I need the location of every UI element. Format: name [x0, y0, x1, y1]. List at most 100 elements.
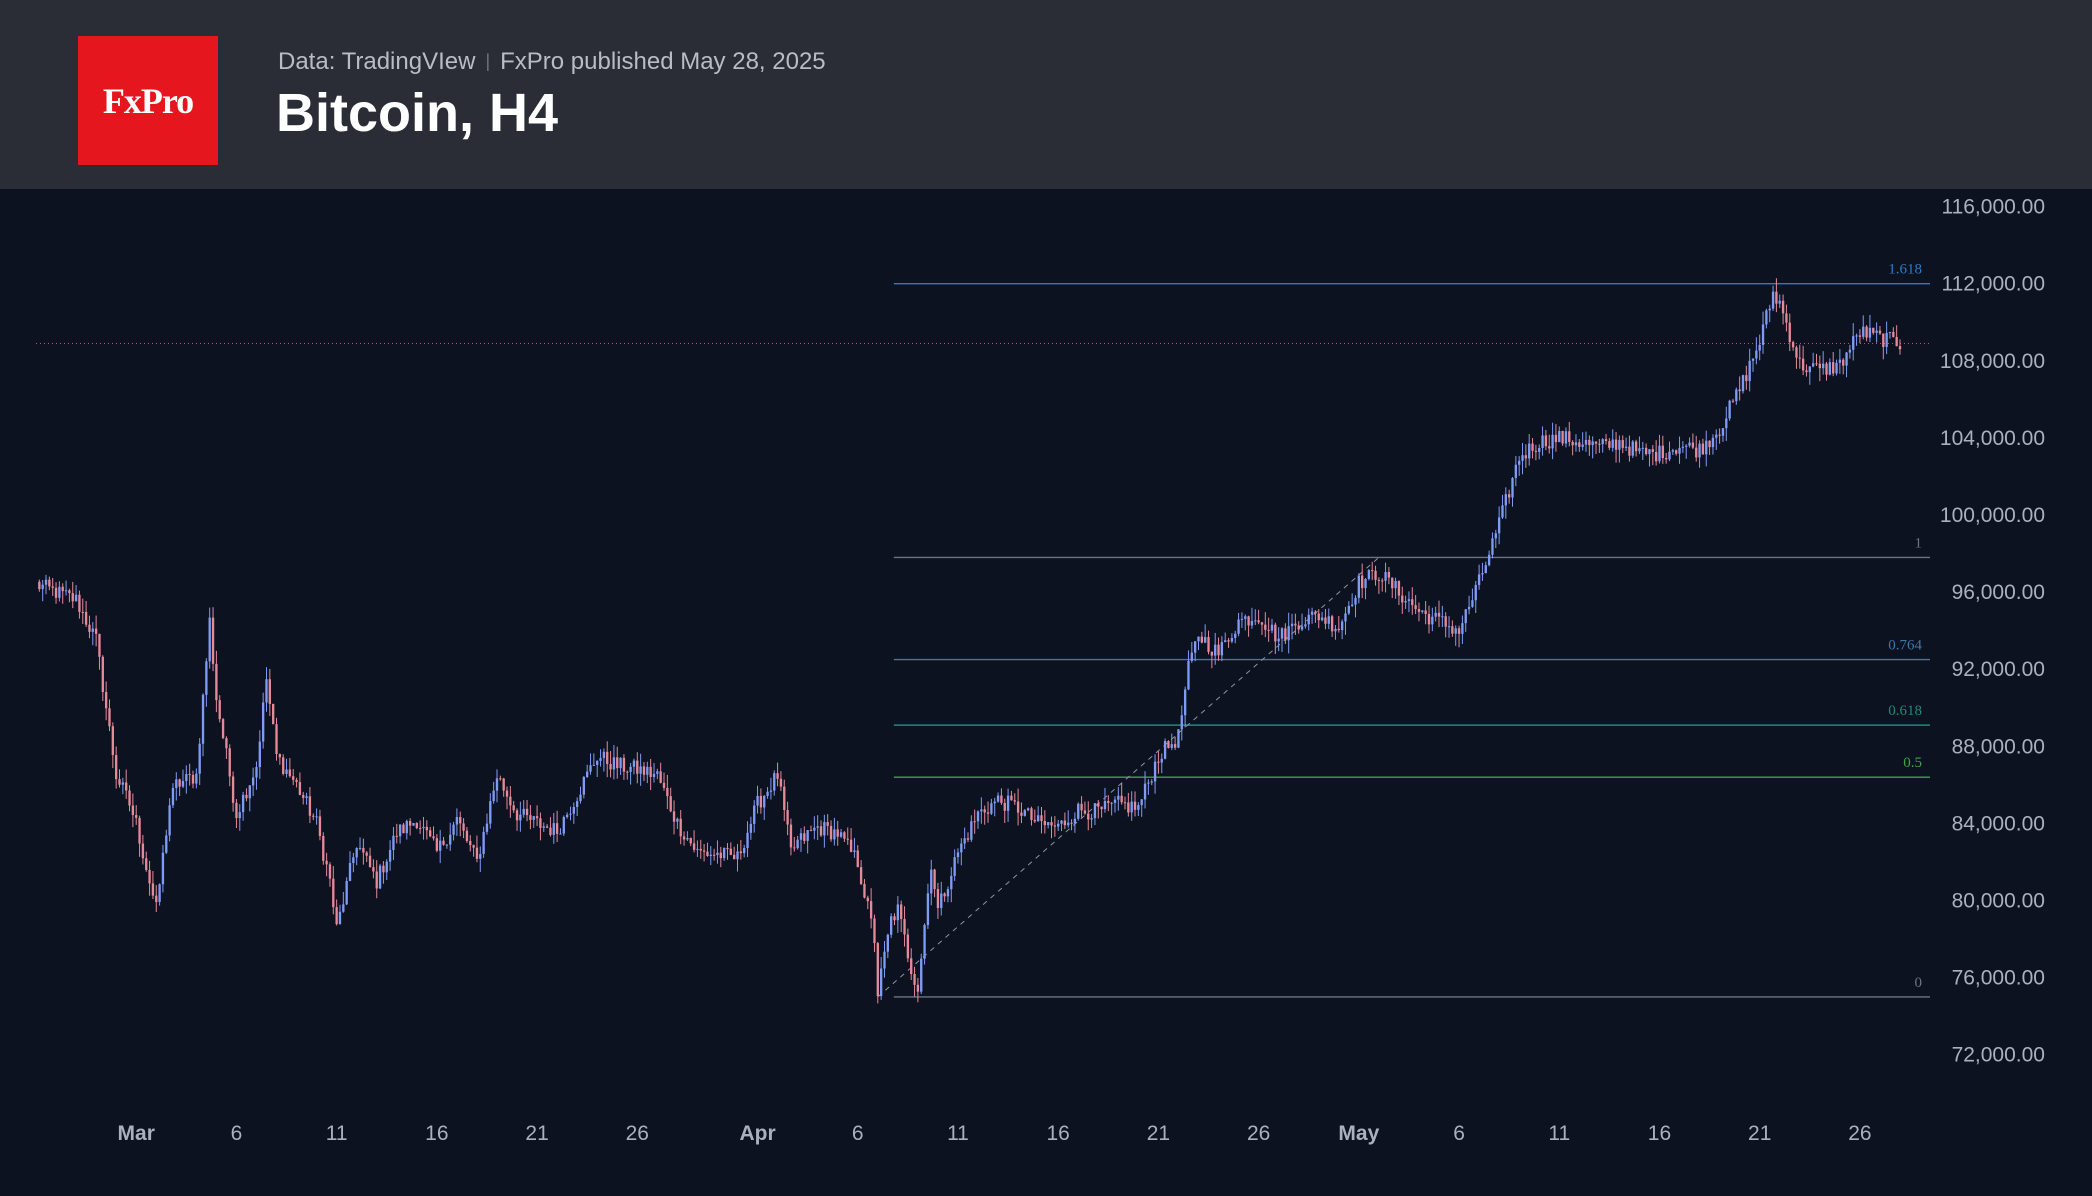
candle	[1257, 609, 1260, 625]
candle	[1604, 433, 1608, 445]
candle	[609, 751, 612, 778]
candle	[1875, 322, 1878, 343]
candle	[930, 859, 933, 906]
candle	[1157, 751, 1160, 774]
candle	[712, 848, 716, 861]
candle	[692, 830, 696, 853]
candle	[616, 746, 619, 779]
candle	[459, 811, 462, 837]
candle	[1481, 562, 1484, 581]
candle	[81, 598, 84, 625]
price-tick-label: 76,000.00	[1952, 967, 2045, 990]
candle	[586, 764, 589, 779]
candle	[332, 866, 335, 915]
candle	[1000, 788, 1003, 805]
candle	[278, 753, 282, 765]
candle	[592, 753, 596, 766]
time-tick-label: 11	[1548, 1122, 1570, 1145]
fib-trend-line[interactable]	[877, 557, 1380, 998]
candle	[626, 770, 629, 780]
candle	[161, 844, 165, 893]
candle	[933, 868, 936, 898]
candle	[1838, 349, 1842, 374]
candle	[245, 788, 248, 802]
candle	[1781, 294, 1785, 325]
candle	[405, 819, 408, 840]
candle	[666, 774, 669, 810]
candle	[1377, 577, 1381, 594]
candle	[846, 827, 849, 845]
candle	[826, 814, 829, 836]
candle	[515, 808, 519, 831]
time-axis[interactable]: Mar 6 11 16 21 26 Apr 6 11 16 21 26 May 6 11 16 21 26	[118, 1122, 1872, 1145]
candle	[352, 852, 355, 873]
candle	[1471, 588, 1474, 608]
candle	[48, 576, 51, 591]
price-axis[interactable]: 116,000.00 112,000.00 108,000.00 104,000.00…	[1940, 196, 2045, 1067]
candle	[61, 583, 64, 604]
price-chart[interactable]: 1.618 1 0.764 0.618 0.5 0 116,000.00 112,000.0…	[0, 189, 2092, 1196]
candle	[1117, 786, 1120, 811]
time-tick-label: 21	[1748, 1122, 1771, 1145]
candle	[288, 758, 292, 778]
candle	[803, 826, 806, 844]
candle	[1411, 587, 1414, 615]
candle	[1885, 321, 1888, 355]
candle	[783, 779, 786, 822]
candle	[1274, 622, 1277, 654]
candle	[1521, 442, 1524, 475]
candle	[1120, 783, 1123, 805]
candle	[1260, 621, 1264, 635]
candle	[442, 836, 445, 846]
candle	[639, 753, 642, 786]
candle	[121, 777, 125, 795]
candle	[1107, 795, 1110, 812]
candle	[632, 758, 636, 775]
candle	[1691, 433, 1695, 450]
candle	[555, 810, 559, 843]
candle	[1214, 632, 1217, 665]
candle	[155, 885, 158, 913]
candle	[1070, 819, 1073, 831]
candle	[776, 762, 779, 787]
candle	[973, 809, 976, 834]
candle	[853, 837, 856, 858]
candle	[58, 581, 61, 602]
candle	[1528, 433, 1531, 466]
candle	[789, 818, 793, 856]
candle	[1080, 796, 1083, 818]
candle	[1594, 441, 1598, 454]
candle	[1247, 615, 1250, 637]
candle	[873, 914, 876, 953]
candle	[1367, 569, 1371, 581]
candle	[1133, 791, 1137, 817]
candle	[375, 860, 378, 899]
candle	[1544, 429, 1548, 451]
candle	[689, 837, 692, 847]
candle	[185, 765, 188, 794]
fibonacci-extension[interactable]: 1.618 1 0.764 0.618 0.5 0	[877, 262, 1930, 998]
candle	[970, 815, 973, 842]
candle	[272, 703, 275, 725]
candle	[388, 840, 392, 871]
fib-level-label: 1	[1915, 535, 1923, 551]
candle	[1825, 361, 1828, 381]
time-tick-label: 21	[1147, 1122, 1170, 1145]
candle	[178, 778, 181, 796]
candle	[879, 956, 883, 1000]
candle	[759, 788, 763, 814]
candle	[71, 581, 74, 609]
time-tick-label: Mar	[118, 1122, 155, 1145]
candle	[706, 842, 709, 857]
candle	[1300, 613, 1304, 632]
candle	[84, 600, 88, 628]
price-tick-label: 100,000.00	[1940, 504, 2045, 527]
candle	[669, 787, 672, 813]
candle	[1865, 325, 1868, 342]
candle	[1821, 351, 1825, 375]
candle	[1013, 793, 1016, 805]
candle	[215, 650, 218, 713]
candle	[158, 883, 161, 906]
candle	[1808, 366, 1811, 385]
candle	[1441, 605, 1444, 628]
